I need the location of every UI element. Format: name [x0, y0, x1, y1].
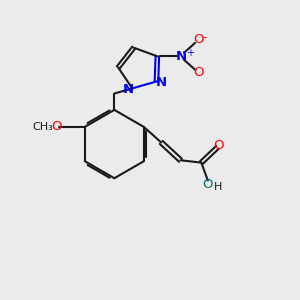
Text: O: O: [51, 121, 62, 134]
Text: +: +: [186, 48, 194, 58]
Text: O: O: [193, 66, 203, 79]
Text: N: N: [176, 50, 187, 63]
Text: H: H: [214, 182, 222, 192]
Text: N: N: [155, 76, 167, 89]
Text: CH₃: CH₃: [32, 122, 53, 132]
Text: O: O: [202, 178, 212, 190]
Text: -: -: [202, 31, 207, 44]
Text: O: O: [213, 139, 224, 152]
Text: O: O: [193, 33, 203, 46]
Text: N: N: [122, 83, 134, 96]
